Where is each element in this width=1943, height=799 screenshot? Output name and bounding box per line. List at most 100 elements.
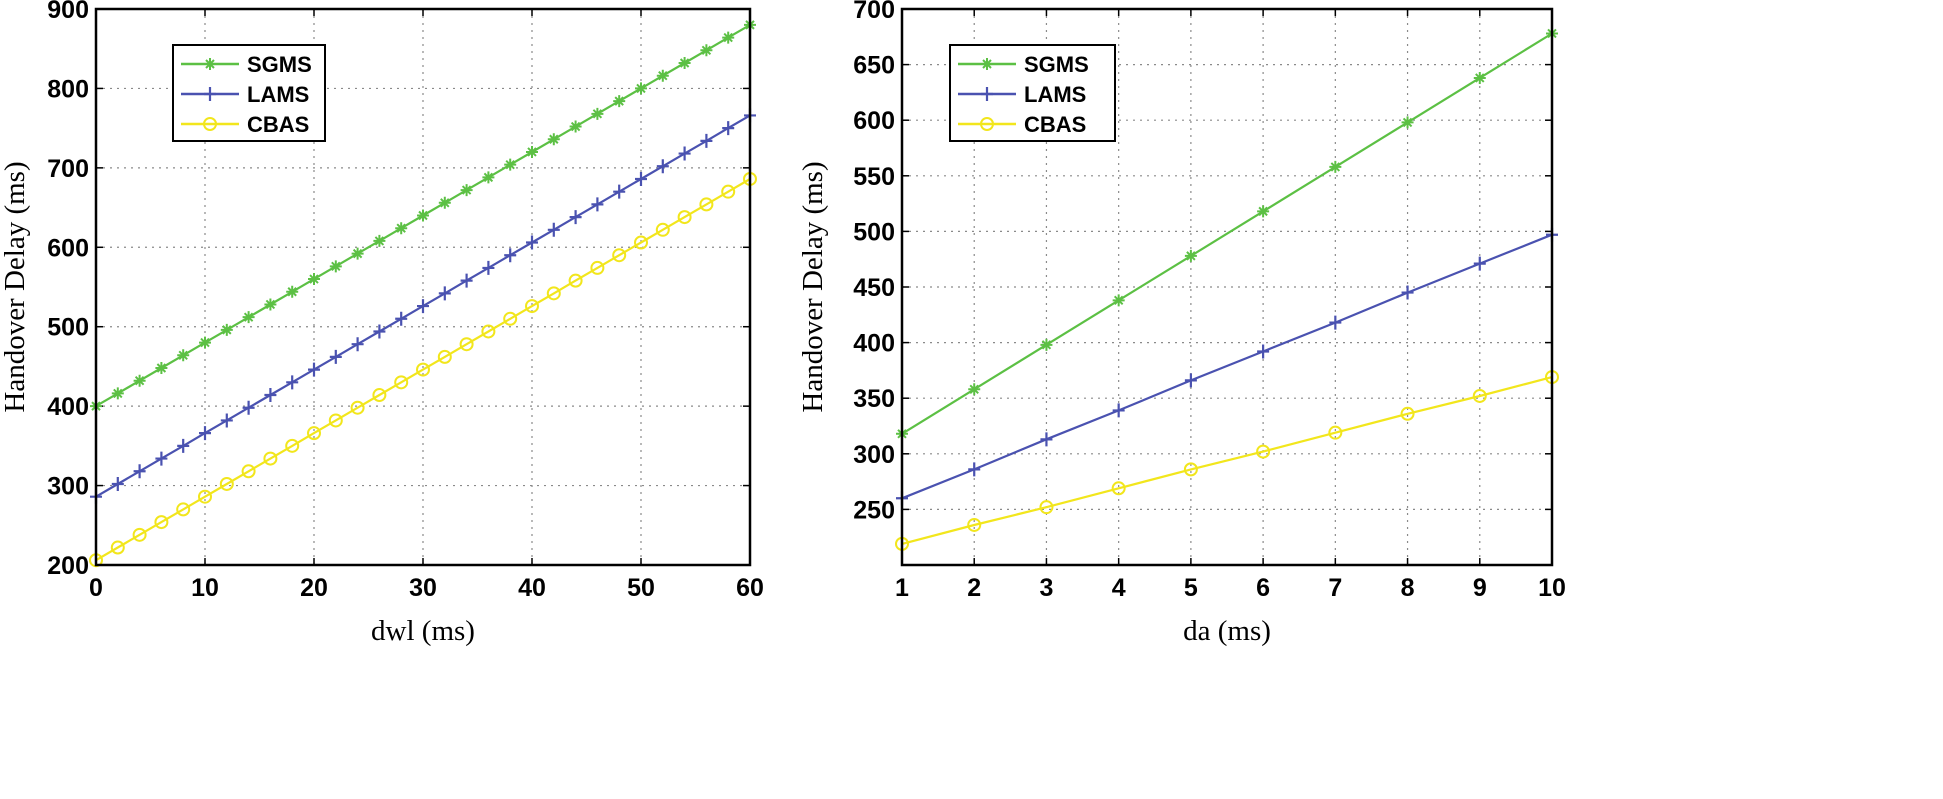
data-point-lams bbox=[264, 388, 277, 403]
data-point-cbas bbox=[307, 426, 321, 441]
legend-label-sgms: SGMS bbox=[1024, 52, 1089, 77]
y-tick-label: 350 bbox=[853, 385, 895, 413]
y-tick-label: 900 bbox=[47, 0, 89, 24]
data-point-cbas bbox=[285, 438, 300, 453]
data-point-lams bbox=[242, 400, 255, 415]
data-point-sgms bbox=[547, 133, 560, 146]
legend-marker-cbas bbox=[980, 117, 994, 131]
data-point-lams bbox=[547, 222, 560, 237]
x-tick-label: 30 bbox=[409, 574, 437, 602]
data-point-cbas bbox=[459, 337, 474, 352]
data-point-lams bbox=[155, 451, 168, 466]
data-point-lams bbox=[1329, 315, 1342, 330]
data-point-cbas bbox=[503, 311, 518, 326]
data-point-lams bbox=[373, 324, 386, 339]
data-point-lams bbox=[722, 121, 735, 136]
data-point-cbas bbox=[1328, 425, 1343, 440]
y-tick-label: 700 bbox=[47, 155, 89, 183]
data-point-lams bbox=[656, 159, 669, 174]
data-point-lams bbox=[417, 299, 429, 314]
data-point-cbas bbox=[677, 210, 692, 225]
x-tick-label: 3 bbox=[1039, 574, 1053, 602]
legend-marker-lams bbox=[981, 87, 993, 101]
plot-frame bbox=[94, 7, 752, 567]
data-point-sgms bbox=[199, 336, 211, 349]
chart-1: 0 10 20 30 40 50 60 200 300 400 500 600 700 800 900 dwl… bbox=[0, 0, 764, 647]
y-tick-label: 600 bbox=[853, 107, 895, 135]
data-point-cbas bbox=[132, 527, 147, 542]
y-tick-label: 450 bbox=[853, 274, 895, 302]
data-point-lams bbox=[220, 413, 233, 428]
data-point-lams bbox=[968, 462, 981, 477]
data-point-lams bbox=[1401, 285, 1414, 300]
data-point-sgms bbox=[1112, 294, 1125, 307]
y-axis-title: Handover Delay (ms) bbox=[0, 161, 31, 412]
data-point-cbas bbox=[634, 235, 648, 250]
data-point-sgms bbox=[1473, 71, 1486, 84]
data-point-sgms bbox=[286, 285, 299, 298]
data-point-lams bbox=[308, 362, 320, 377]
data-point-sgms bbox=[242, 311, 255, 324]
data-point-sgms bbox=[133, 374, 146, 387]
series-line-sgms bbox=[901, 32, 1553, 435]
data-point-sgms bbox=[460, 184, 473, 197]
legend: SGMS LAMS CBAS bbox=[949, 44, 1116, 142]
data-point-sgms bbox=[504, 158, 517, 171]
x-tick-label: 40 bbox=[518, 574, 546, 602]
data-point-cbas bbox=[612, 248, 627, 263]
data-point-lams bbox=[504, 248, 517, 263]
y-tick-label: 400 bbox=[47, 393, 89, 421]
data-point-sgms bbox=[329, 260, 342, 273]
data-point-sgms bbox=[177, 349, 190, 362]
data-point-sgms bbox=[526, 145, 538, 158]
legend-label-cbas: CBAS bbox=[1024, 112, 1086, 137]
data-point-cbas bbox=[699, 197, 714, 212]
data-point-sgms bbox=[155, 362, 168, 375]
data-point-sgms bbox=[1040, 338, 1053, 351]
data-point-cbas bbox=[350, 400, 365, 415]
data-point-lams bbox=[1257, 344, 1270, 359]
y-tick-label: 700 bbox=[853, 0, 895, 24]
data-point-cbas bbox=[546, 286, 561, 301]
data-point-sgms bbox=[613, 95, 626, 108]
data-point-cbas bbox=[1111, 481, 1126, 496]
data-point-cbas bbox=[590, 260, 605, 275]
legend-marker-sgms bbox=[981, 58, 993, 70]
x-tick-label: 10 bbox=[191, 574, 219, 602]
y-tick-label: 400 bbox=[853, 330, 895, 358]
x-tick-label: 10 bbox=[1538, 574, 1566, 602]
data-point-sgms bbox=[264, 298, 277, 311]
data-point-cbas bbox=[219, 476, 234, 491]
data-point-cbas bbox=[372, 388, 387, 403]
data-point-cbas bbox=[481, 324, 496, 339]
data-point-sgms bbox=[635, 82, 647, 95]
data-point-cbas bbox=[154, 515, 169, 530]
y-tick-label: 500 bbox=[47, 314, 89, 342]
data-point-cbas bbox=[263, 451, 278, 466]
data-point-lams bbox=[678, 146, 691, 161]
data-point-lams bbox=[591, 197, 604, 212]
y-tick-label: 250 bbox=[853, 496, 895, 524]
data-point-sgms bbox=[438, 196, 451, 209]
series-line-cbas bbox=[901, 376, 1553, 545]
y-tick-label: 500 bbox=[853, 218, 895, 246]
series-line-lams bbox=[901, 233, 1553, 500]
data-point-sgms bbox=[373, 234, 386, 247]
data-point-sgms bbox=[569, 120, 582, 133]
data-point-cbas bbox=[1472, 388, 1487, 403]
data-point-sgms bbox=[308, 273, 320, 286]
data-point-lams bbox=[111, 476, 124, 491]
data-point-sgms bbox=[591, 107, 604, 120]
x-tick-label: 50 bbox=[627, 574, 655, 602]
data-point-lams bbox=[700, 133, 713, 148]
data-point-cbas bbox=[1039, 500, 1054, 515]
x-tick-label: 20 bbox=[300, 574, 328, 602]
data-point-lams bbox=[460, 273, 473, 288]
data-point-sgms bbox=[722, 31, 735, 44]
data-point-cbas bbox=[1183, 462, 1198, 477]
data-point-lams bbox=[351, 337, 364, 352]
x-tick-label: 6 bbox=[1256, 574, 1270, 602]
y-tick-label: 800 bbox=[47, 75, 89, 103]
data-point-cbas bbox=[967, 517, 982, 532]
